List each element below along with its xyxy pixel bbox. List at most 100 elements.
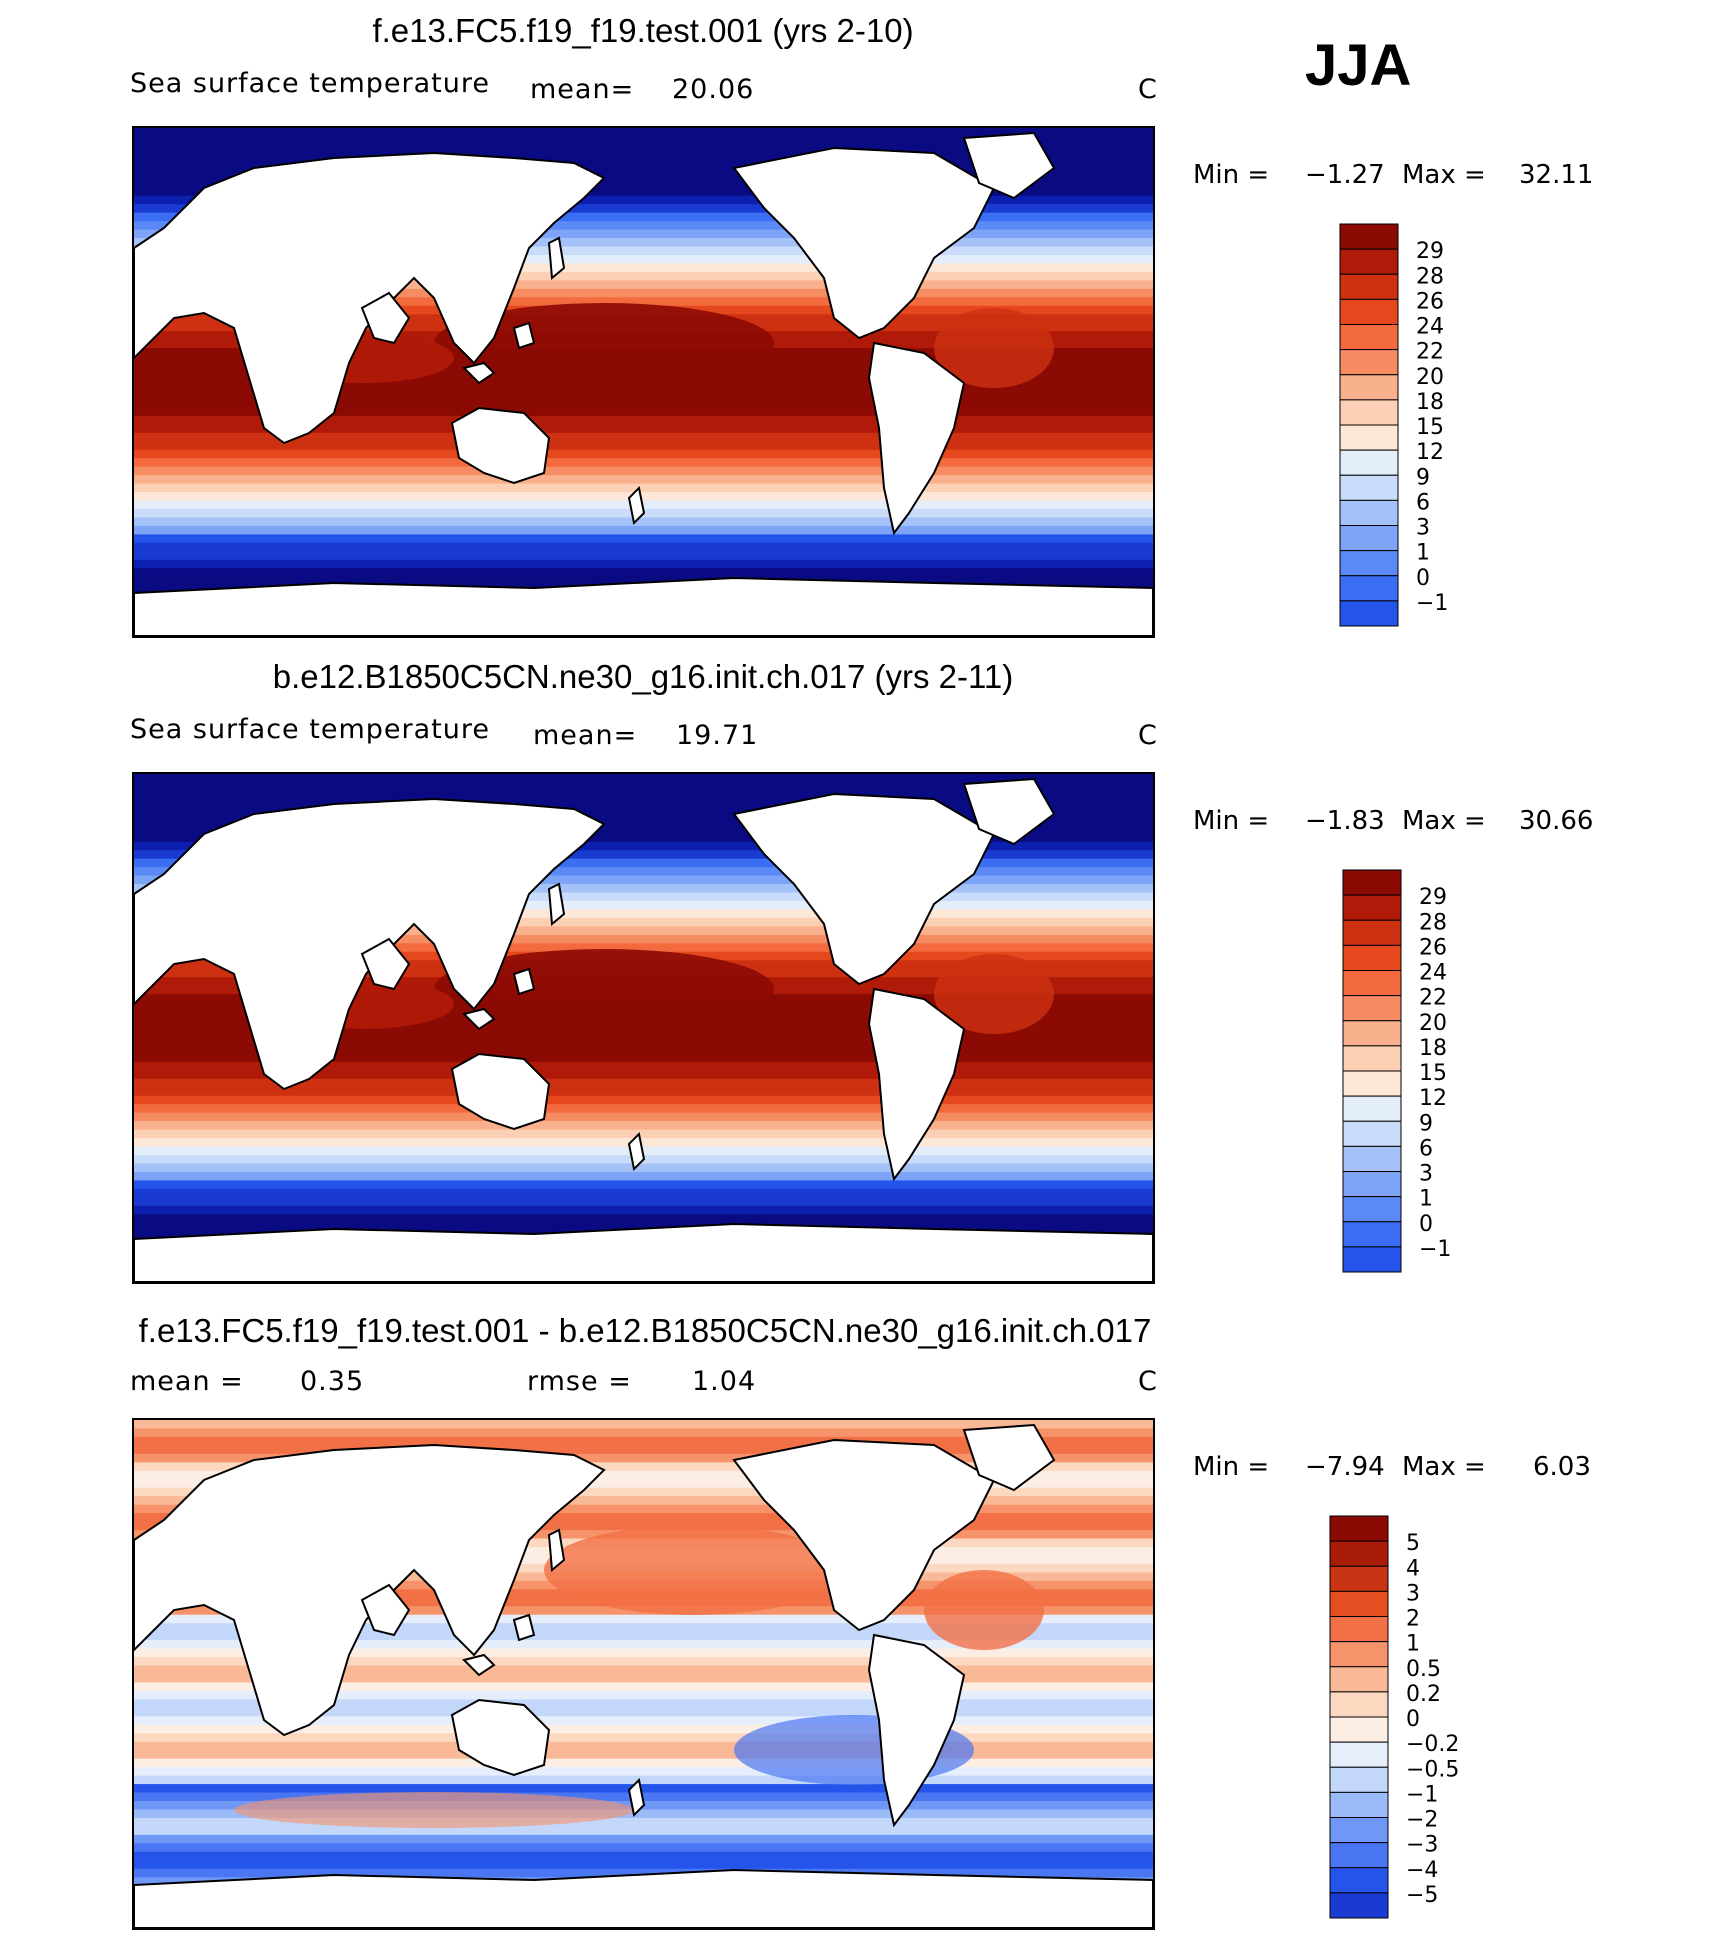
colorbar-swatch bbox=[1342, 1145, 1402, 1172]
panel1-title: f.e13.FC5.f19_f19.test.001 (yrs 2-10) bbox=[372, 12, 914, 49]
colorbar-tick-label: 2 bbox=[1406, 1607, 1420, 1632]
colorbar-tick-label: 18 bbox=[1419, 1036, 1447, 1061]
colorbar-swatch bbox=[1329, 1590, 1389, 1617]
colorbar-tick-label: −3 bbox=[1406, 1833, 1438, 1858]
colorbar-tick-label: 6 bbox=[1419, 1136, 1433, 1161]
colorbar-tick-label: 26 bbox=[1419, 935, 1447, 960]
colorbar-swatch bbox=[1342, 1045, 1402, 1072]
colorbar-tick-label: 1 bbox=[1419, 1187, 1433, 1212]
colorbar-tick-label: 0.5 bbox=[1406, 1657, 1441, 1682]
panel3-rmse-label: rmse = bbox=[527, 1366, 632, 1397]
panel2-mean-value: 19.71 bbox=[676, 720, 759, 751]
panel2-units: C bbox=[1138, 720, 1158, 751]
colorbar-tick-label: 20 bbox=[1419, 1011, 1447, 1036]
colorbar-swatch bbox=[1339, 223, 1399, 250]
colorbar-tick-label: 22 bbox=[1416, 340, 1444, 365]
colorbar-swatch bbox=[1329, 1892, 1389, 1919]
colorbar-swatch bbox=[1329, 1515, 1389, 1542]
panel3-colorbar: 5 4 3 2 1 0.5 0.2 0 −0.2 −0.5 −1 −2 −3 −4 −5 bbox=[1329, 1515, 1490, 1922]
colorbar-tick-label: 29 bbox=[1416, 239, 1444, 264]
colorbar-swatch bbox=[1329, 1616, 1389, 1643]
colorbar-swatch bbox=[1339, 248, 1399, 275]
colorbar-tick-label: 28 bbox=[1419, 910, 1447, 935]
colorbar-swatch bbox=[1342, 1020, 1402, 1047]
colorbar-tick-label: −4 bbox=[1406, 1858, 1438, 1883]
colorbar-swatch bbox=[1329, 1867, 1389, 1894]
panel3-map bbox=[132, 1418, 1155, 1930]
colorbar-tick-label: 15 bbox=[1416, 415, 1444, 440]
panel2-mean-label: mean= bbox=[533, 720, 638, 751]
colorbar-tick-label: 0 bbox=[1406, 1707, 1420, 1732]
colorbar-swatch bbox=[1329, 1641, 1389, 1668]
panel2-min-label: Min = bbox=[1193, 806, 1270, 836]
colorbar-swatch bbox=[1339, 374, 1399, 401]
panel1-max-label: Max = bbox=[1402, 160, 1486, 190]
colorbar-swatch bbox=[1339, 298, 1399, 325]
colorbar-swatch bbox=[1329, 1791, 1389, 1818]
colorbar-swatch bbox=[1342, 894, 1402, 921]
colorbar-tick-label: 24 bbox=[1416, 315, 1444, 340]
colorbar-tick-label: 0.2 bbox=[1406, 1682, 1441, 1707]
colorbar-tick-label: −0.5 bbox=[1406, 1757, 1459, 1782]
colorbar-swatch bbox=[1339, 525, 1399, 552]
colorbar-swatch bbox=[1342, 1120, 1402, 1147]
panel1-min-value: −1.27 bbox=[1305, 160, 1385, 190]
colorbar-swatch bbox=[1342, 869, 1402, 896]
colorbar-tick-label: 3 bbox=[1406, 1581, 1420, 1606]
season-label: JJA bbox=[1305, 33, 1412, 98]
colorbar-swatch bbox=[1342, 944, 1402, 971]
colorbar-swatch bbox=[1329, 1691, 1389, 1718]
panel1-colorbar: 29 28 26 24 22 20 18 15 12 9 6 3 1 0 −1 bbox=[1339, 223, 1500, 630]
colorbar-swatch bbox=[1339, 324, 1399, 351]
panel2-min-value: −1.83 bbox=[1305, 806, 1385, 836]
colorbar-swatch bbox=[1339, 474, 1399, 501]
colorbar-swatch bbox=[1339, 499, 1399, 526]
colorbar-tick-label: 18 bbox=[1416, 390, 1444, 415]
panel1-sst-field bbox=[134, 128, 1153, 636]
panel2-variable: Sea surface temperature bbox=[130, 714, 490, 745]
colorbar-swatch bbox=[1329, 1716, 1389, 1743]
colorbar-tick-label: 1 bbox=[1416, 541, 1430, 566]
colorbar-swatch bbox=[1342, 1070, 1402, 1097]
colorbar-tick-label: 6 bbox=[1416, 490, 1430, 515]
colorbar-swatch bbox=[1342, 1196, 1402, 1223]
colorbar-swatch bbox=[1329, 1817, 1389, 1844]
colorbar-swatch bbox=[1339, 349, 1399, 376]
colorbar-tick-label: 0 bbox=[1419, 1212, 1433, 1237]
panel2-colorbar: 29 28 26 24 22 20 18 15 12 9 6 3 1 0 −1 bbox=[1342, 869, 1503, 1276]
panel2-sst-field bbox=[134, 774, 1153, 1282]
colorbar-tick-label: 22 bbox=[1419, 986, 1447, 1011]
colorbar-tick-label: 29 bbox=[1419, 885, 1447, 910]
panel3-min-label: Min = bbox=[1193, 1452, 1270, 1482]
colorbar-tick-label: 3 bbox=[1419, 1162, 1433, 1187]
panel3-mean-value: 0.35 bbox=[300, 1366, 365, 1397]
colorbar-tick-label: 28 bbox=[1416, 264, 1444, 289]
colorbar-tick-label: 15 bbox=[1419, 1061, 1447, 1086]
colorbar-swatch bbox=[1339, 575, 1399, 602]
panel2-max-label: Max = bbox=[1402, 806, 1486, 836]
panel3-rmse-value: 1.04 bbox=[692, 1366, 757, 1397]
panel1-mean-label: mean= bbox=[530, 74, 635, 105]
colorbar-swatch bbox=[1342, 1171, 1402, 1198]
colorbar-tick-label: 4 bbox=[1406, 1556, 1420, 1581]
panel1-mean-value: 20.06 bbox=[672, 74, 755, 105]
colorbar-swatch bbox=[1342, 919, 1402, 946]
colorbar-tick-label: −1 bbox=[1416, 591, 1448, 616]
colorbar-swatch bbox=[1342, 1246, 1402, 1273]
colorbar-swatch bbox=[1329, 1842, 1389, 1869]
colorbar-tick-label: −5 bbox=[1406, 1883, 1438, 1908]
panel3-units: C bbox=[1138, 1366, 1158, 1397]
colorbar-swatch bbox=[1329, 1741, 1389, 1768]
panel2-max-value: 30.66 bbox=[1519, 806, 1594, 836]
panel3-mean-label: mean = bbox=[130, 1366, 244, 1397]
colorbar-swatch bbox=[1339, 600, 1399, 627]
colorbar-tick-label: −1 bbox=[1406, 1782, 1438, 1807]
colorbar-tick-label: −0.2 bbox=[1406, 1732, 1459, 1757]
colorbar-tick-label: 12 bbox=[1416, 440, 1444, 465]
colorbar-swatch bbox=[1342, 970, 1402, 997]
colorbar-swatch bbox=[1339, 399, 1399, 426]
colorbar-tick-label: 5 bbox=[1406, 1531, 1420, 1556]
panel3-min-value: −7.94 bbox=[1305, 1452, 1385, 1482]
colorbar-tick-label: 9 bbox=[1419, 1111, 1433, 1136]
panel1-map bbox=[132, 126, 1155, 638]
